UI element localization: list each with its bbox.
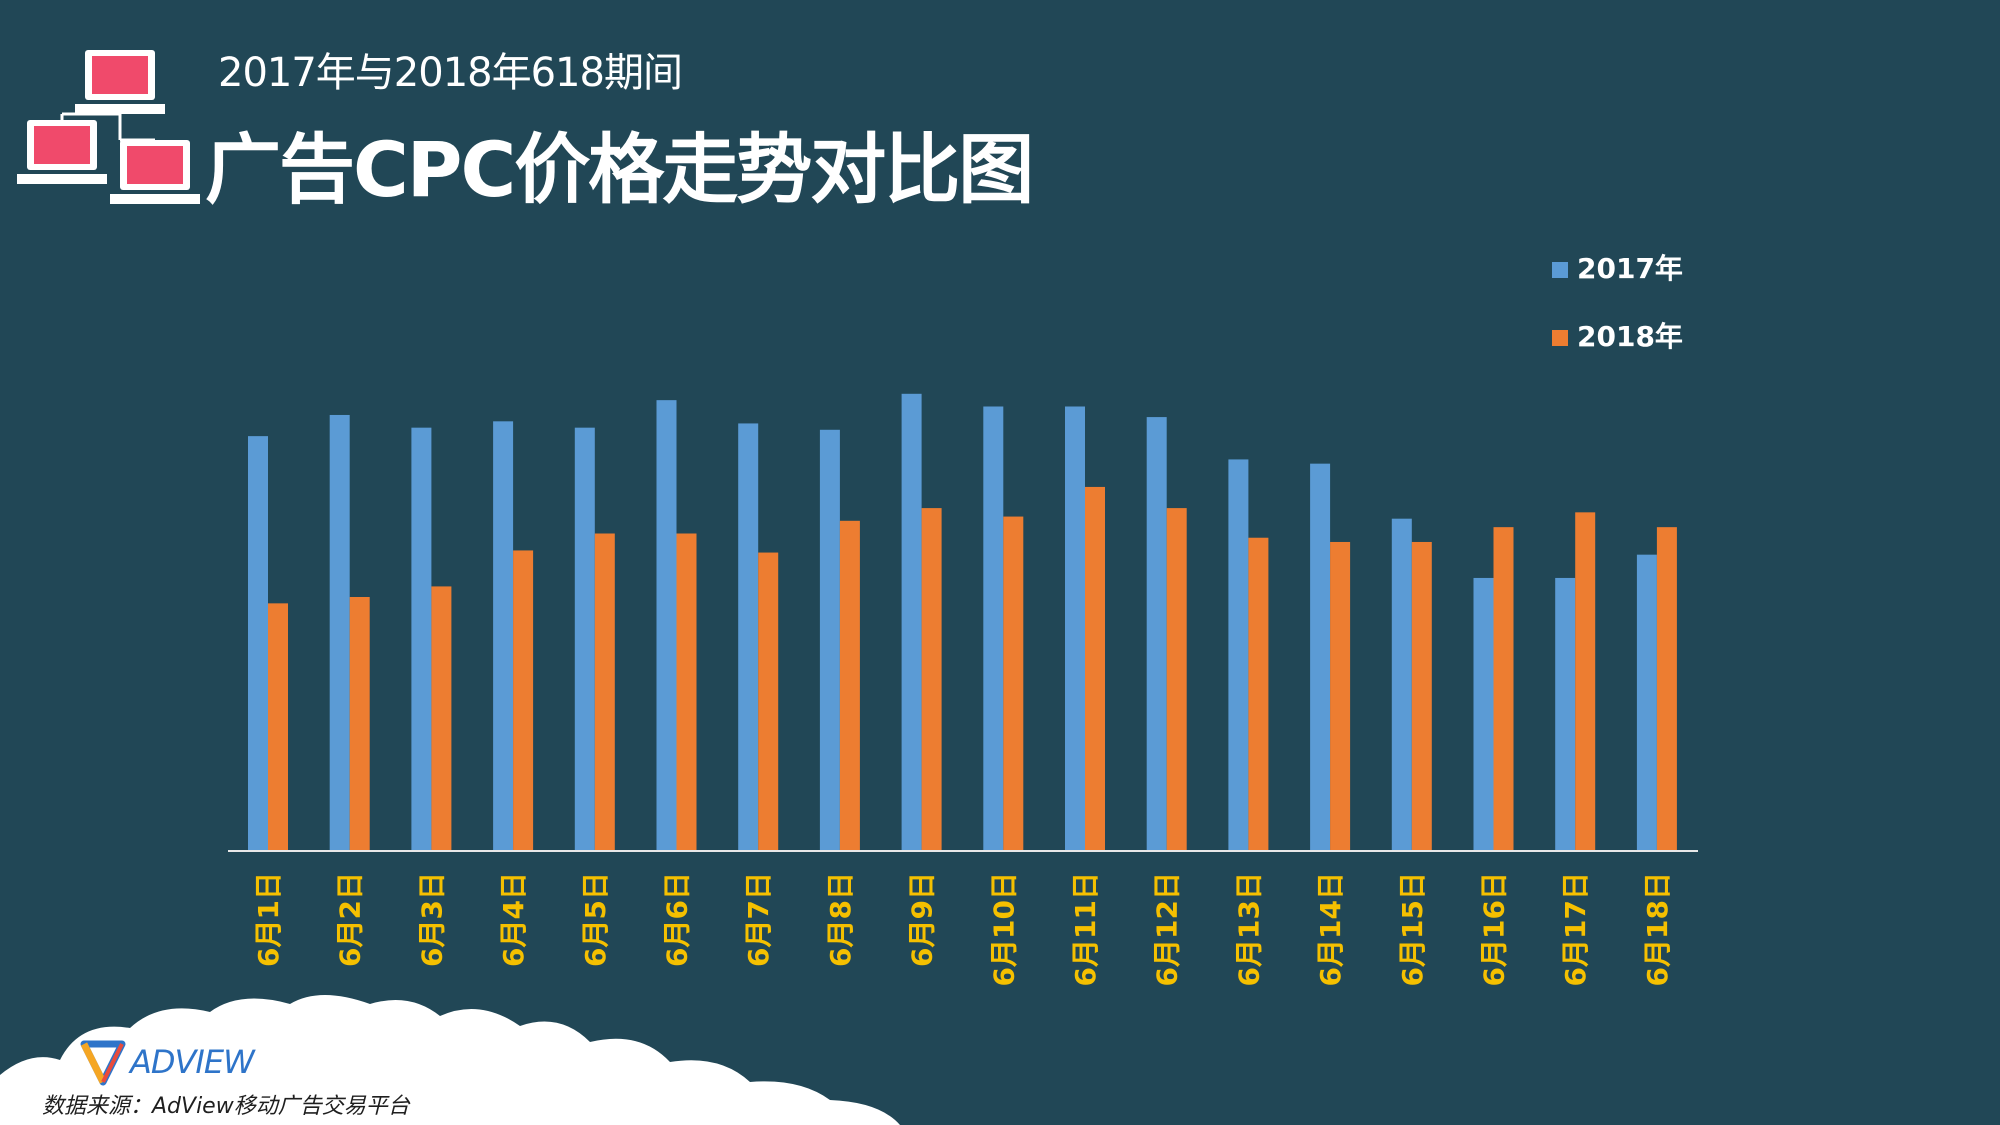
data-source: 数据来源：AdView移动广告交易平台 — [42, 1094, 410, 1119]
bar-2017年-6月18日 — [1636, 554, 1657, 851]
x-tick-label: 6月2日 — [334, 872, 367, 967]
x-tick-label: 6月6日 — [661, 872, 694, 967]
legend-label-2017年: 2017年 — [1577, 252, 1683, 285]
bar-2018年-6月7日 — [758, 552, 779, 851]
legend-swatch-2017年 — [1552, 262, 1568, 278]
legend-label-2018年: 2018年 — [1577, 320, 1683, 353]
x-tick-label: 6月18日 — [1641, 872, 1674, 986]
bar-2018年-6月8日 — [839, 520, 860, 851]
bar-2018年-6月9日 — [921, 508, 942, 851]
bar-2017年-6月8日 — [819, 429, 840, 851]
x-tick-label: 6月8日 — [824, 872, 857, 967]
bar-2018年-6月10日 — [1003, 516, 1024, 851]
bar-2018年-6月18日 — [1656, 527, 1677, 851]
x-tick-label: 6月16日 — [1478, 872, 1511, 986]
bar-2018年-6月14日 — [1330, 541, 1351, 851]
bar-2017年-6月6日 — [656, 400, 677, 851]
bar-2018年-6月3日 — [431, 586, 452, 851]
x-tick-label: 6月15日 — [1396, 872, 1429, 986]
bar-2018年-6月17日 — [1575, 512, 1596, 851]
bar-2018年-6月6日 — [676, 533, 697, 851]
x-tick-label: 6月14日 — [1314, 872, 1347, 986]
adview-logo-icon — [80, 1040, 126, 1086]
bar-2017年-6月16日 — [1473, 577, 1494, 851]
bar-2017年-6月9日 — [901, 393, 922, 851]
bar-2017年-6月17日 — [1555, 577, 1576, 851]
x-tick-label: 6月7日 — [742, 872, 775, 967]
x-tick-label: 6月13日 — [1232, 872, 1265, 986]
x-tick-label: 6月1日 — [252, 872, 285, 967]
bar-2017年-6月4日 — [493, 421, 514, 851]
bar-2017年-6月2日 — [329, 414, 350, 851]
bar-2017年-6月10日 — [983, 406, 1004, 851]
bar-2017年-6月15日 — [1391, 518, 1412, 851]
bar-2018年-6月2日 — [349, 597, 370, 851]
footer-cloud — [0, 995, 900, 1125]
bar-2017年-6月14日 — [1310, 463, 1331, 851]
bar-2017年-6月11日 — [1065, 406, 1085, 851]
chart-subtitle: 2017年与2018年618期间 — [218, 50, 683, 96]
bar-2018年-6月12日 — [1166, 508, 1187, 851]
x-tick-label: 6月5日 — [579, 872, 612, 967]
x-tick-label: 6月4日 — [497, 872, 530, 967]
bar-2018年-6月1日 — [268, 603, 288, 851]
network-computers-icon — [17, 50, 200, 204]
bar-2017年-6月3日 — [411, 427, 432, 851]
bar-2018年-6月5日 — [594, 533, 615, 851]
x-tick-label: 6月10日 — [987, 872, 1020, 986]
x-tick-label: 6月12日 — [1151, 872, 1184, 986]
bar-2018年-6月4日 — [513, 550, 534, 851]
x-tick-label: 6月11日 — [1069, 872, 1102, 986]
x-tick-label: 6月9日 — [906, 872, 939, 967]
brand-name: ADVIEW — [130, 1043, 255, 1081]
legend-swatch-2018年 — [1552, 330, 1568, 346]
chart-title: 广告CPC价格走势对比图 — [205, 125, 1034, 214]
bar-2018年-6月16日 — [1493, 527, 1514, 851]
bar-2018年-6月15日 — [1411, 541, 1432, 851]
bar-2017年-6月13日 — [1228, 459, 1249, 851]
bar-2017年-6月5日 — [574, 427, 595, 851]
bar-2017年-6月1日 — [248, 436, 268, 851]
x-tick-label: 6月3日 — [415, 872, 448, 967]
bar-2018年-6月13日 — [1248, 537, 1269, 851]
bar-2017年-6月12日 — [1146, 417, 1167, 851]
bar-2018年-6月11日 — [1085, 486, 1105, 851]
x-tick-label: 6月17日 — [1559, 872, 1592, 986]
bar-2017年-6月7日 — [738, 423, 759, 851]
